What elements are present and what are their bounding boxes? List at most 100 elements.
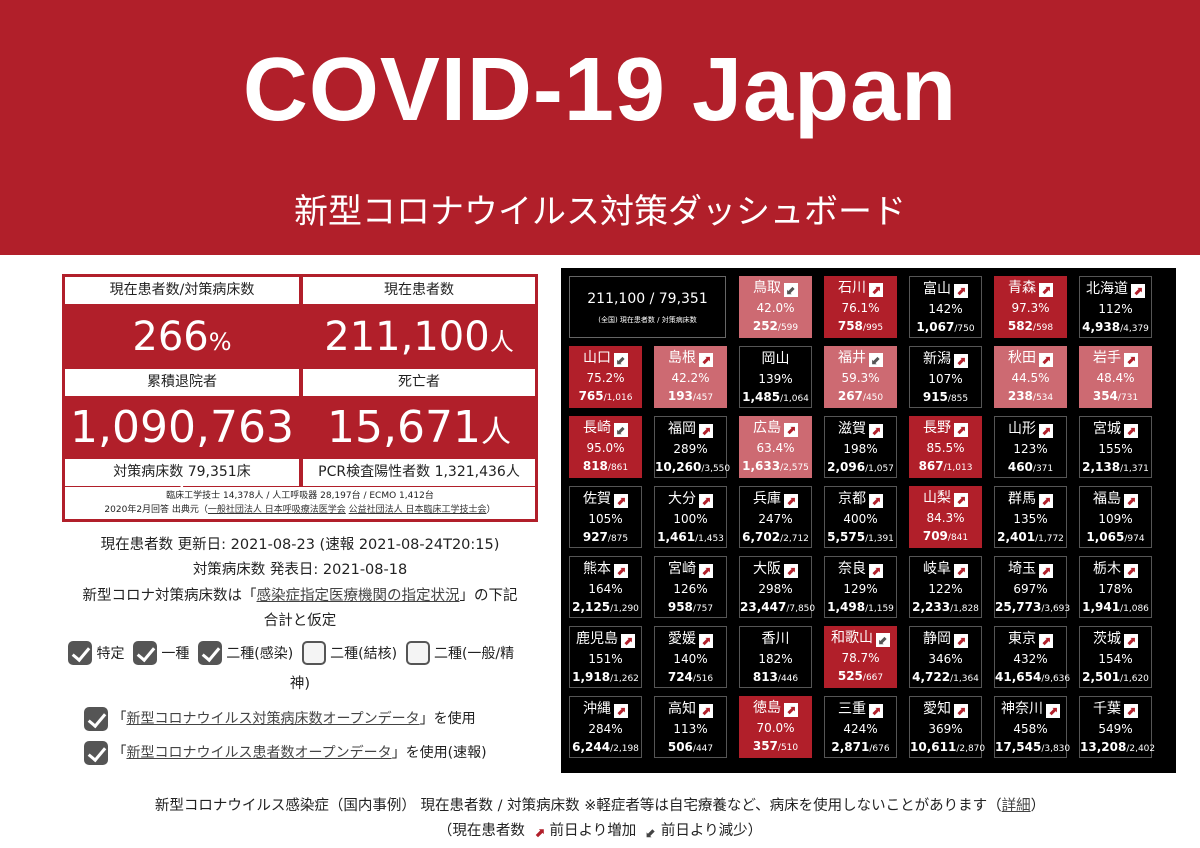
prefecture-name: 秋田 ⬈	[994, 349, 1067, 368]
prefecture-name: 福井 ⬋	[824, 349, 897, 368]
prefecture-beds: /1,364	[950, 674, 979, 684]
prefecture-counts: 4,938/4,379	[1080, 319, 1151, 337]
prefecture-tile[interactable]: 秋田 ⬈ 44.5% 238/534	[994, 346, 1067, 408]
prefecture-tile[interactable]: 新潟 ⬈ 107% 915/855	[909, 346, 982, 408]
prefecture-beds: /1,453	[695, 534, 724, 544]
pcr-total: PCR検査陽性者数 1,321,436人	[303, 459, 535, 486]
prefecture-tile[interactable]: 福井 ⬋ 59.3% 267/450	[824, 346, 897, 408]
prefecture-tile[interactable]: 茨城 ⬈ 154% 2,501/1,620	[1079, 626, 1152, 688]
prefecture-beds: /1,262	[610, 674, 639, 684]
prefecture-name-text: 滋賀	[838, 421, 866, 437]
prefecture-current-patients: 2,871	[831, 740, 870, 754]
arrow-up-icon: ⬈	[869, 494, 883, 508]
prefecture-name: 鹿児島 ⬈	[570, 630, 641, 649]
prefecture-counts: 818/861	[569, 458, 642, 476]
prefecture-name-text: 神奈川	[1001, 701, 1043, 717]
prefecture-ratio: 247%	[758, 512, 793, 526]
arrow-up-icon: ⬈	[1039, 634, 1053, 648]
prefecture-current-patients: 813	[752, 670, 778, 684]
prefecture-tile[interactable]: 大分 ⬈ 100% 1,461/1,453	[654, 486, 727, 548]
prefecture-tile[interactable]: 山梨 ⬈ 84.3% 709/841	[909, 486, 982, 548]
source-link-jace[interactable]: 公益社団法人 日本臨床工学技士会	[348, 505, 487, 515]
prefecture-name-text: 佐賀	[583, 491, 611, 507]
prefecture-tile[interactable]: 神奈川 ⬈ 458% 17,545/3,830	[994, 696, 1070, 758]
prefecture-counts: 1,065/974	[1080, 529, 1151, 547]
prefecture-ratio: 346%	[928, 652, 963, 666]
checkbox-nishu-ippan[interactable]	[405, 641, 430, 665]
beds-opendata-link[interactable]: 新型コロナウイルス対策病床数オープンデータ	[126, 711, 420, 727]
prefecture-tile[interactable]: 岩手 ⬈ 48.4% 354/731	[1079, 346, 1152, 408]
prefecture-tile[interactable]: 富山 ⬈ 142% 1,067/750	[909, 276, 982, 338]
beds-note: 新型コロナ対策病床数は「感染症指定医療機関の指定状況」の下記	[82, 588, 518, 604]
patients-opendata-link[interactable]: 新型コロナウイルス患者数オープンデータ	[126, 745, 392, 761]
prefecture-tile[interactable]: 鳥取 ⬋ 42.0% 252/599	[739, 276, 812, 338]
prefecture-tile[interactable]: 奈良 ⬈ 129% 1,498/1,159	[824, 556, 897, 618]
prefecture-tile[interactable]: 沖縄 ⬈ 284% 6,244/2,198	[569, 696, 642, 758]
prefecture-tile[interactable]: 愛知 ⬈ 369% 10,611/2,870	[909, 696, 985, 758]
prefecture-tile[interactable]: 静岡 ⬈ 346% 4,722/1,364	[909, 626, 982, 688]
prefecture-counts: 4,722/1,364	[910, 669, 981, 687]
prefecture-tile[interactable]: 大阪 ⬈ 298% 23,447/7,850	[739, 556, 815, 618]
prefecture-beds: /1,159	[865, 604, 894, 614]
prefecture-tile[interactable]: 石川 ⬈ 76.1% 758/995	[824, 276, 897, 338]
prefecture-tile[interactable]: 北海道 ⬈ 112% 4,938/4,379	[1079, 276, 1152, 338]
prefecture-tile[interactable]: 岐阜 ⬈ 122% 2,233/1,828	[909, 556, 982, 618]
prefecture-name: 岐阜 ⬈	[910, 560, 981, 579]
prefecture-beds: /598	[1032, 323, 1054, 333]
prefecture-beds: /1,057	[865, 464, 894, 474]
prefecture-tile[interactable]: 宮崎 ⬈ 126% 958/757	[654, 556, 727, 618]
prefecture-tile[interactable]: 山口 ⬋ 75.2% 765/1,016	[569, 346, 642, 408]
prefecture-tile[interactable]: 熊本 ⬈ 164% 2,125/1,290	[569, 556, 642, 618]
checkbox-tokutei[interactable]	[68, 641, 92, 665]
prefecture-current-patients: 758	[837, 319, 863, 333]
prefecture-name: 鳥取 ⬋	[739, 279, 812, 298]
prefecture-tile[interactable]: 岡山 139% 1,485/1,064	[739, 346, 812, 408]
prefecture-tile[interactable]: 徳島 ⬈ 70.0% 357/510	[739, 696, 812, 758]
opendata-row-beds: 「新型コロナウイルス対策病床数オープンデータ」を使用	[84, 707, 538, 731]
prefecture-name-text: 岐阜	[923, 561, 951, 577]
prefecture-tile[interactable]: 栃木 ⬈ 178% 1,941/1,086	[1079, 556, 1152, 618]
checkbox-nishu-kekkaku[interactable]	[301, 641, 326, 665]
prefecture-current-patients: 10,260	[655, 460, 702, 474]
prefecture-tile[interactable]: 佐賀 ⬈ 105% 927/875	[569, 486, 642, 548]
prefecture-tile[interactable]: 島根 ⬈ 42.2% 193/457	[654, 346, 727, 408]
prefecture-tile[interactable]: 青森 ⬈ 97.3% 582/598	[994, 276, 1067, 338]
checkbox-beds-opendata[interactable]	[84, 707, 108, 731]
prefecture-tile[interactable]: 京都 ⬈ 400% 5,575/1,391	[824, 486, 897, 548]
prefecture-current-patients: 709	[922, 529, 948, 543]
prefecture-tile[interactable]: 高知 ⬈ 113% 506/447	[654, 696, 727, 758]
checkbox-isshu[interactable]	[132, 641, 157, 665]
prefecture-tile[interactable]: 福岡 ⬈ 289% 10,260/3,550	[654, 416, 730, 478]
source-link-jsrcm[interactable]: 一般社団法人 日本呼吸療法医学会	[207, 505, 346, 515]
prefecture-current-patients: 818	[582, 459, 608, 473]
prefecture-name-text: 群馬	[1008, 491, 1036, 507]
prefecture-tile[interactable]: 滋賀 ⬈ 198% 2,096/1,057	[824, 416, 897, 478]
arrow-up-icon: ⬈	[1046, 704, 1060, 718]
prefecture-tile[interactable]: 兵庫 ⬈ 247% 6,702/2,712	[739, 486, 812, 548]
checkbox-patients-opendata[interactable]	[84, 741, 108, 765]
prefecture-tile[interactable]: 東京 ⬈ 432% 41,654/9,636	[994, 626, 1070, 688]
prefecture-tile[interactable]: 群馬 ⬈ 135% 2,401/1,772	[994, 486, 1067, 548]
prefecture-tile[interactable]: 福島 ⬈ 109% 1,065/974	[1079, 486, 1152, 548]
prefecture-tile[interactable]: 宮城 ⬈ 155% 2,138/1,371	[1079, 416, 1152, 478]
details-link[interactable]: 詳細	[1001, 798, 1031, 814]
prefecture-tile[interactable]: 長崎 ⬋ 95.0% 818/861	[569, 416, 642, 478]
prefecture-current-patients: 2,501	[1082, 670, 1121, 684]
prefecture-tile[interactable]: 香川 182% 813/446	[739, 626, 812, 688]
prefecture-tile[interactable]: 鹿児島 ⬈ 151% 1,918/1,262	[569, 626, 642, 688]
prefecture-ratio: 126%	[673, 582, 708, 596]
prefecture-tile[interactable]: 千葉 ⬈ 549% 13,208/2,402	[1079, 696, 1155, 758]
designation-link[interactable]: 感染症指定医療機関の指定状況	[256, 588, 460, 604]
prefecture-tile[interactable]: 和歌山 ⬋ 78.7% 525/667	[824, 626, 897, 688]
checkbox-nishu-kansen[interactable]	[197, 641, 222, 665]
arrow-down-icon: ⬋	[614, 423, 628, 437]
prefecture-tile[interactable]: 埼玉 ⬈ 697% 25,773/3,693	[994, 556, 1070, 618]
prefecture-tile[interactable]: 山形 ⬈ 123% 460/371	[994, 416, 1067, 478]
prefecture-tile[interactable]: 広島 ⬈ 63.4% 1,633/2,575	[739, 416, 812, 478]
national-total-tile: 211,100 / 79,351 (全国) 現在患者数 / 対策病床数	[569, 276, 726, 338]
prefecture-tile[interactable]: 長野 ⬈ 85.5% 867/1,013	[909, 416, 982, 478]
prefecture-tile[interactable]: 三重 ⬈ 424% 2,871/676	[824, 696, 897, 758]
prefecture-ratio: 42.0%	[756, 301, 795, 315]
prefecture-current-patients: 5,575	[827, 530, 866, 544]
prefecture-tile[interactable]: 愛媛 ⬈ 140% 724/516	[654, 626, 727, 688]
